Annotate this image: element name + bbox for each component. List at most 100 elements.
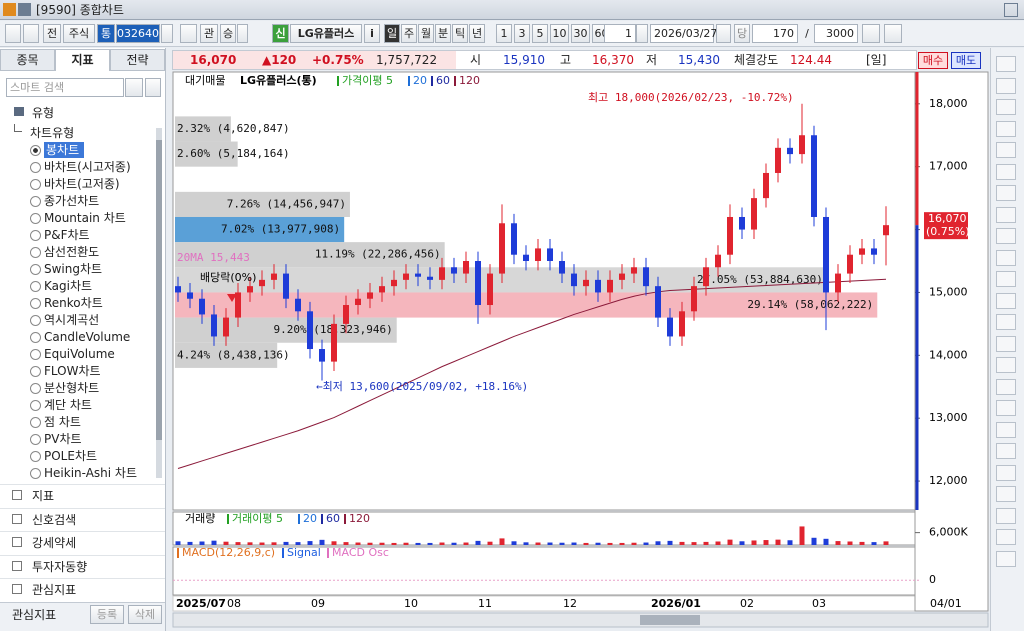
buy-button[interactable]: 매수	[918, 52, 948, 69]
list-scroll-thumb[interactable]	[156, 140, 162, 440]
period-button[interactable]: 분	[435, 24, 451, 43]
period-button[interactable]: 틱	[452, 24, 468, 43]
settings-button[interactable]	[884, 24, 902, 43]
chart-type-item[interactable]: 바차트(시고저종)	[44, 160, 131, 174]
radio[interactable]	[30, 434, 41, 445]
dang-label[interactable]: 당	[734, 24, 750, 43]
section-label[interactable]: 관심지표	[32, 583, 77, 597]
expand-box[interactable]	[12, 584, 22, 594]
code-input[interactable]: 032640	[116, 24, 160, 43]
tool-icon[interactable]	[996, 507, 1016, 524]
radio[interactable]	[30, 213, 41, 224]
radio[interactable]	[30, 230, 41, 241]
expand-box[interactable]	[12, 560, 22, 571]
period-button[interactable]: 월	[418, 24, 434, 43]
section-label[interactable]: 신호검색	[32, 512, 77, 527]
code-dropdown[interactable]	[161, 24, 173, 43]
tool-icon[interactable]	[996, 77, 1016, 94]
tool-icon[interactable]	[996, 120, 1016, 137]
tool-icon[interactable]	[996, 421, 1016, 438]
chart-type-item[interactable]: 분산형차트	[44, 381, 100, 395]
chart-type-item[interactable]: 봉차트	[44, 142, 84, 158]
chart-type-item[interactable]: POLE차트	[44, 449, 98, 463]
tool-icon[interactable]	[996, 357, 1016, 373]
radio[interactable]	[30, 281, 41, 292]
chart-type-item[interactable]: Mountain 차트	[44, 211, 126, 225]
radio[interactable]	[30, 400, 41, 411]
tool-icon[interactable]	[996, 550, 1016, 567]
panel-tab[interactable]: 지표	[55, 49, 110, 71]
tool-icon[interactable]	[996, 292, 1016, 309]
tool-icon[interactable]	[996, 163, 1016, 180]
expand-box[interactable]	[12, 490, 22, 500]
nav-prev[interactable]	[5, 24, 21, 43]
tool-icon[interactable]	[996, 529, 1016, 545]
tool-icon[interactable]	[996, 443, 1016, 459]
group-button[interactable]: 관	[200, 24, 218, 43]
tool-icon[interactable]	[996, 464, 1016, 481]
tool-icon[interactable]	[996, 314, 1016, 330]
close-button[interactable]	[1004, 3, 1018, 17]
sell-button[interactable]: 매도	[951, 52, 981, 69]
interval-button[interactable]: 3	[514, 24, 530, 43]
section-label[interactable]: 투자자동향	[32, 559, 88, 574]
radio[interactable]	[30, 247, 41, 258]
radio[interactable]	[30, 298, 41, 309]
tool-icon[interactable]	[996, 378, 1016, 395]
tool-icon[interactable]	[996, 56, 1016, 72]
rank-dropdown[interactable]	[237, 24, 248, 43]
chart-type-item[interactable]: 종가선차트	[44, 194, 100, 208]
period-button[interactable]: 주	[401, 24, 417, 43]
chart-type-item[interactable]: P&F차트	[44, 228, 90, 242]
tool-icon[interactable]	[996, 99, 1016, 115]
credit-badge[interactable]: 신	[272, 24, 289, 43]
chart-type-item[interactable]: FLOW차트	[44, 364, 101, 378]
panel-tab[interactable]: 종목	[0, 49, 55, 71]
footer-button[interactable]: 등록	[90, 605, 124, 624]
unit-input[interactable]: 1	[604, 24, 636, 43]
chart-type-item[interactable]: Kagi차트	[44, 279, 93, 293]
chart-type-item[interactable]: 계단 차트	[44, 398, 92, 412]
chart-type-item[interactable]: 바차트(고저종)	[44, 177, 120, 191]
radio[interactable]	[30, 383, 41, 394]
search-icon[interactable]	[125, 78, 143, 97]
count-input[interactable]: 170	[752, 24, 798, 43]
calendar-button[interactable]	[716, 24, 731, 43]
info-button[interactable]: i	[364, 24, 380, 43]
expand-box[interactable]	[12, 537, 22, 547]
chart-type-item[interactable]: Heikin-Ashi 차트	[44, 466, 137, 480]
chart-type-item[interactable]: Swing차트	[44, 262, 103, 276]
tool-icon[interactable]	[996, 335, 1016, 352]
interval-button[interactable]: 10	[550, 24, 569, 43]
tool-icon[interactable]	[996, 142, 1016, 158]
search-input[interactable]: 스마트 검색	[6, 78, 124, 97]
chart-type-item[interactable]: EquiVolume	[44, 347, 115, 361]
radio[interactable]	[30, 349, 41, 360]
radio[interactable]	[30, 264, 41, 275]
tool-icon[interactable]	[996, 486, 1016, 502]
chart-type-item[interactable]: 삼선전환도	[44, 245, 100, 259]
radio[interactable]	[30, 196, 41, 207]
market-button[interactable]: 전	[43, 24, 61, 43]
expand-box[interactable]	[12, 513, 22, 524]
chart-type-item[interactable]: PV차트	[44, 432, 82, 446]
chart-type-item[interactable]: CandleVolume	[44, 330, 131, 344]
tool-icon[interactable]	[996, 271, 1016, 287]
scroll-thumb[interactable]	[640, 615, 700, 625]
stock-name[interactable]: LG유플러스	[290, 24, 362, 43]
nav-next[interactable]	[23, 24, 39, 43]
rank-button[interactable]: 승	[220, 24, 236, 43]
radio[interactable]	[30, 468, 41, 479]
radio[interactable]	[30, 451, 41, 462]
radio[interactable]	[30, 417, 41, 428]
unit-dropdown[interactable]	[636, 24, 648, 43]
interval-button[interactable]: 30	[571, 24, 590, 43]
period-button[interactable]: 년	[469, 24, 485, 43]
board-button[interactable]: 통	[97, 24, 115, 43]
chart-type-item[interactable]: 역시계곡선	[44, 313, 100, 327]
panel-tab[interactable]: 전략	[110, 49, 165, 71]
kind-button[interactable]: 주식	[63, 24, 95, 43]
chart-type-item[interactable]: 점 차트	[44, 415, 81, 429]
date-input[interactable]: 2026/03/27	[650, 24, 717, 43]
search-button[interactable]	[180, 24, 197, 43]
